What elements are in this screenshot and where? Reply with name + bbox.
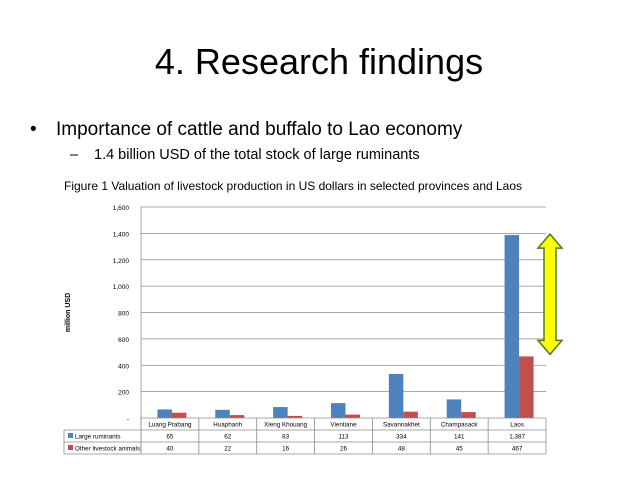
bar — [461, 412, 476, 418]
x-tick-label: Champasack — [441, 422, 479, 429]
y-tick-label: 200 — [118, 390, 129, 397]
data-label: 334 — [396, 434, 407, 441]
data-label: 467 — [512, 446, 523, 453]
data-label: 40 — [166, 446, 174, 453]
data-label: 113 — [338, 434, 349, 441]
y-tick-label: 1,200 — [113, 258, 130, 265]
x-tick-label: Savannakhet — [383, 422, 420, 429]
y-tick-label: 1,400 — [113, 231, 130, 238]
bullet-dot: • — [30, 119, 37, 140]
bar — [229, 415, 245, 418]
data-label: 141 — [454, 434, 465, 441]
bullet-text: Importance of cattle and buffalo to Lao … — [56, 119, 463, 140]
bar — [446, 399, 462, 418]
y-tick-label: - — [127, 416, 129, 423]
y-tick-label: 1,000 — [113, 284, 130, 291]
y-axis-label: million USD — [65, 293, 72, 332]
data-label: 45 — [456, 446, 464, 453]
bar — [287, 415, 303, 418]
figure-caption: Figure 1 Valuation of livestock producti… — [64, 179, 523, 193]
x-tick-label: Huaphanh — [213, 422, 243, 429]
legend-swatch — [68, 445, 73, 450]
bar — [403, 411, 418, 418]
x-tick-label: Luang Prabang — [148, 422, 192, 429]
bullet-item: • Importance of cattle and buffalo to Lao… — [30, 118, 462, 142]
data-label: 48 — [398, 446, 406, 453]
legend-label: Large ruminants — [75, 434, 121, 441]
bar — [331, 403, 346, 418]
bar — [157, 409, 172, 418]
data-label: 65 — [166, 434, 174, 441]
sub-bullet-item: –1.4 billion USD of the total stock of l… — [70, 146, 420, 164]
legend-label: Other livestock animals — [75, 446, 140, 453]
double-arrow-icon — [536, 232, 564, 356]
x-tick-label: Xieng Khouang — [264, 422, 308, 429]
bar — [171, 412, 187, 418]
bar — [215, 409, 230, 418]
legend-swatch — [68, 433, 73, 438]
data-label: 62 — [224, 434, 232, 441]
x-tick-label: Vientiane — [330, 422, 357, 429]
sub-bullet-text: 1.4 billion USD of the total stock of la… — [94, 147, 420, 163]
x-tick-label: Laos — [510, 422, 524, 429]
data-label: 16 — [282, 446, 290, 453]
data-label: 1,387 — [509, 434, 525, 441]
y-tick-label: 1,600 — [113, 205, 130, 212]
sub-bullet-dash: – — [70, 147, 79, 163]
y-tick-label: 600 — [118, 337, 129, 344]
y-tick-label: 400 — [118, 363, 129, 370]
data-label: 22 — [224, 446, 232, 453]
bar — [388, 373, 404, 418]
bar — [519, 356, 534, 418]
slide-title: 4. Research findings — [154, 41, 484, 82]
bar — [504, 235, 520, 418]
bar — [345, 414, 360, 418]
bar — [273, 407, 288, 418]
data-label: 26 — [340, 446, 348, 453]
y-tick-label: 800 — [118, 311, 129, 318]
data-label: 83 — [282, 434, 290, 441]
